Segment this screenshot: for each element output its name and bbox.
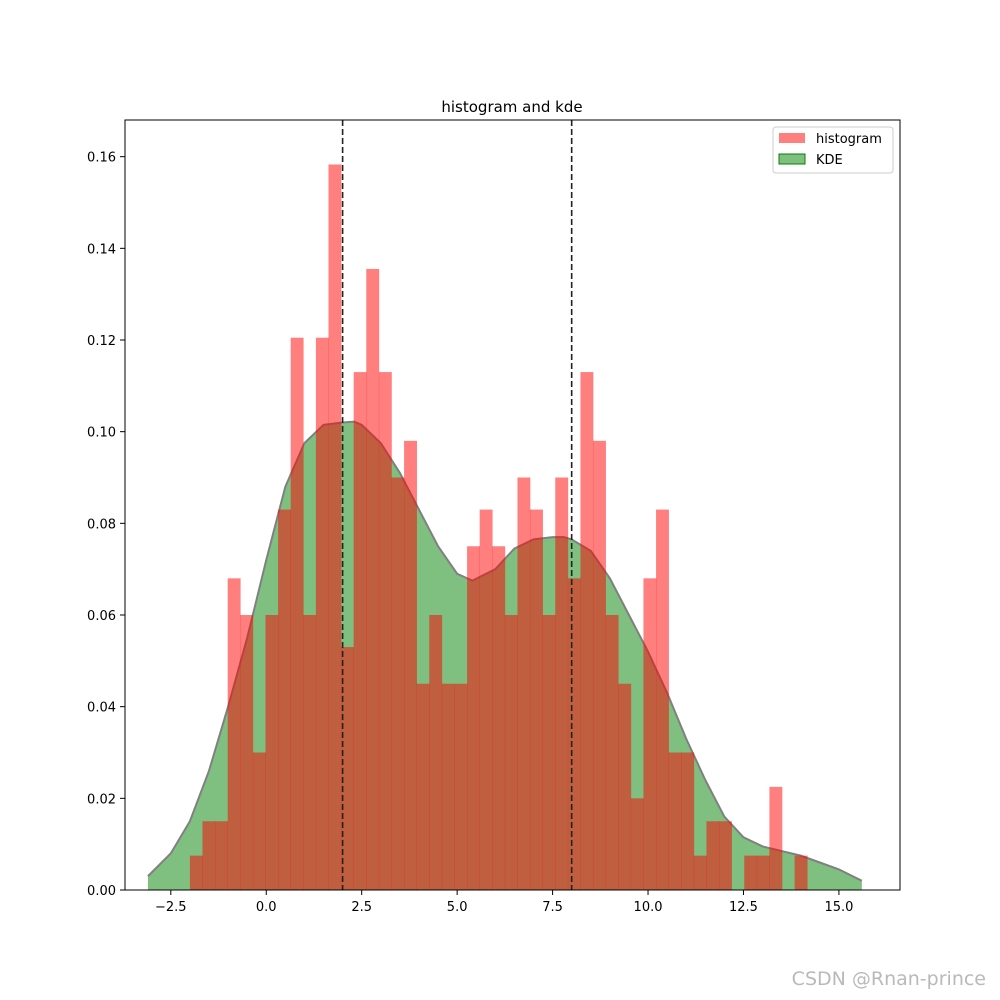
histogram-bar bbox=[265, 615, 279, 890]
histogram-bar bbox=[215, 821, 228, 890]
histogram-bar bbox=[252, 752, 266, 890]
histogram-bar bbox=[341, 647, 354, 890]
legend-swatch-kde bbox=[778, 153, 806, 165]
histogram-bar bbox=[794, 855, 808, 891]
legend-label-kde: KDE bbox=[816, 153, 843, 168]
histogram-bar bbox=[756, 855, 770, 891]
histogram-bar bbox=[467, 546, 480, 890]
x-tick-label: 10.0 bbox=[634, 900, 663, 915]
plot-frame bbox=[124, 119, 901, 891]
histogram-bars bbox=[189, 164, 808, 891]
y-tick-label: 0.12 bbox=[87, 334, 116, 349]
histogram-bar bbox=[378, 372, 392, 891]
histogram-bar bbox=[744, 855, 758, 891]
histogram-bar bbox=[492, 546, 506, 890]
x-tick-label: 5.0 bbox=[447, 900, 468, 915]
y-tick-label: 0.16 bbox=[87, 151, 116, 166]
legend-swatch-histogram bbox=[779, 133, 805, 143]
y-tick-label: 0.14 bbox=[87, 242, 116, 257]
histogram-bar bbox=[681, 752, 695, 890]
histogram-bar bbox=[240, 615, 254, 890]
histogram-bar bbox=[429, 615, 443, 890]
histogram-bar bbox=[353, 372, 367, 891]
histogram-bar bbox=[555, 477, 569, 890]
histogram-bar bbox=[630, 798, 644, 890]
x-tick-label: 0.0 bbox=[256, 900, 277, 915]
y-axis-ticks: 0.00 0.02 0.04 0.06 0.08 0.10 0.12 0.14 0.16 bbox=[87, 151, 125, 899]
histogram-bar bbox=[441, 683, 455, 890]
x-tick-label: 2.5 bbox=[351, 900, 372, 915]
histogram-bar bbox=[227, 578, 241, 890]
legend-label-histogram: histogram bbox=[816, 132, 882, 147]
histogram-bar bbox=[454, 683, 468, 890]
y-tick-label: 0.06 bbox=[87, 609, 116, 624]
histogram-bar bbox=[668, 752, 682, 890]
x-axis-ticks: −2.5 0.0 2.5 5.0 7.5 10.0 12.5 15.0 bbox=[155, 890, 853, 915]
histogram-bar bbox=[517, 477, 531, 890]
x-tick-label: 12.5 bbox=[729, 900, 758, 915]
histogram-bar bbox=[567, 578, 581, 890]
y-tick-label: 0.00 bbox=[87, 884, 116, 899]
histogram-bar bbox=[328, 164, 342, 890]
histogram-bar bbox=[656, 509, 669, 890]
chart-title: histogram and kde bbox=[441, 98, 582, 116]
histogram-bar bbox=[366, 268, 380, 891]
histogram-bar bbox=[290, 337, 304, 891]
histogram-bar bbox=[404, 440, 417, 890]
x-tick-label: 7.5 bbox=[542, 900, 563, 915]
histogram-bar bbox=[542, 615, 556, 890]
histogram-bar bbox=[189, 855, 203, 891]
histogram-bar bbox=[719, 821, 732, 890]
histogram-bar bbox=[479, 509, 493, 890]
histogram-bar bbox=[580, 372, 594, 891]
histogram-bar bbox=[504, 615, 518, 890]
histogram-bar bbox=[202, 821, 216, 890]
x-tick-label: 15.0 bbox=[824, 900, 853, 915]
histogram-bar bbox=[706, 821, 720, 890]
watermark: CSDN @Rnan-prince bbox=[791, 968, 986, 990]
histogram-bar bbox=[769, 786, 783, 891]
histogram-bar bbox=[593, 440, 606, 890]
histogram-bar bbox=[391, 477, 405, 890]
histogram-bar bbox=[530, 509, 543, 890]
y-tick-label: 0.10 bbox=[87, 426, 116, 441]
histogram-bar bbox=[416, 683, 430, 890]
histogram-bar bbox=[278, 509, 291, 890]
histogram-bar bbox=[605, 615, 619, 890]
histogram-bar bbox=[315, 337, 329, 891]
y-tick-label: 0.04 bbox=[87, 701, 116, 716]
histogram-bar bbox=[303, 615, 317, 890]
vertical-lines bbox=[341, 120, 573, 890]
y-tick-label: 0.02 bbox=[87, 792, 116, 807]
legend: histogram KDE bbox=[772, 126, 894, 174]
y-tick-label: 0.08 bbox=[87, 517, 116, 532]
x-tick-label: −2.5 bbox=[155, 900, 187, 915]
histogram-bar bbox=[693, 855, 707, 891]
histogram-bar bbox=[618, 683, 632, 890]
histogram-bar bbox=[643, 578, 657, 890]
